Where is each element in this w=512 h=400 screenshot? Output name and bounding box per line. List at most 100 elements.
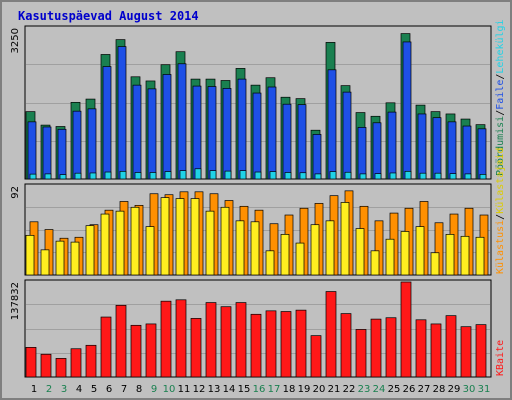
bar-sites	[160, 197, 170, 276]
x-tick-label: 24	[373, 384, 386, 395]
bar-pages	[89, 172, 97, 180]
x-tick-label: 22	[343, 384, 356, 395]
bar-sites	[145, 226, 155, 276]
bar-kbytes	[340, 313, 352, 378]
bar-kbytes	[25, 347, 37, 378]
bar-sites	[175, 198, 185, 276]
x-tick-label: 2	[46, 384, 52, 395]
bar-sites	[415, 226, 425, 276]
x-tick-label: 5	[91, 384, 97, 395]
x-tick-label: 19	[298, 384, 311, 395]
bar-files	[147, 88, 157, 180]
bar-kbytes	[190, 318, 202, 378]
x-tick-label: 7	[121, 384, 127, 395]
bar-files	[207, 86, 217, 180]
bar-files	[477, 128, 487, 180]
bar-files	[252, 92, 262, 180]
bar-sites	[250, 221, 260, 276]
bar-files	[462, 125, 472, 180]
bar-sites	[70, 241, 80, 276]
legend-entry: Külastajaid	[495, 148, 506, 214]
bar-pages	[209, 170, 217, 180]
legend-bottom-text: KBaite	[495, 340, 506, 376]
bar-sites	[460, 235, 470, 276]
bar-files	[417, 113, 427, 180]
x-tick-label: 10	[163, 384, 176, 395]
bar-sites	[85, 225, 95, 276]
bar-sites	[235, 220, 245, 276]
bar-kbytes	[445, 315, 457, 378]
bar-pages	[404, 170, 412, 180]
bar-sites	[475, 236, 485, 276]
bar-sites	[205, 210, 215, 276]
bar-files	[117, 46, 127, 180]
bar-files	[432, 117, 442, 180]
legend-entry: KBaite	[495, 340, 506, 376]
bar-sites	[115, 210, 125, 276]
bar-files	[72, 110, 82, 180]
x-tick-label: 1	[31, 384, 37, 395]
x-tick-label: 14	[223, 384, 236, 395]
bar-pages	[59, 174, 67, 180]
bar-sites	[190, 198, 200, 276]
bar-pages	[194, 168, 202, 180]
bar-pages	[419, 172, 427, 180]
bar-pages	[74, 172, 82, 180]
bar-files	[282, 103, 292, 180]
bar-files	[447, 121, 457, 180]
bar-files	[237, 78, 247, 180]
legend-entry: Külastusi	[495, 220, 506, 274]
bar-kbytes	[70, 348, 82, 378]
bar-kbytes	[355, 329, 367, 378]
legend-entry: Pöördumisi	[495, 116, 506, 176]
legend-separator: /	[495, 74, 506, 80]
bar-pages	[29, 173, 37, 180]
x-tick-label: 31	[478, 384, 491, 395]
chart-title: Kasutuspäevad August 2014	[18, 9, 199, 23]
bar-pages	[134, 172, 142, 180]
bar-sites	[385, 238, 395, 276]
bar-kbytes	[325, 291, 337, 378]
x-tick-label: 18	[283, 384, 296, 395]
bar-sites	[25, 234, 35, 276]
bar-files	[267, 86, 277, 180]
bar-pages	[104, 171, 112, 180]
bar-kbytes	[265, 310, 277, 378]
bar-sites	[265, 250, 275, 276]
bar-sites	[340, 202, 350, 276]
bar-sites	[100, 213, 110, 276]
legend-middle: Külastusi/Külastajaid	[495, 148, 506, 274]
bar-sites	[445, 234, 455, 276]
bar-sites	[400, 231, 410, 276]
legend-entry: Faile	[495, 80, 506, 110]
bar-pages	[464, 173, 472, 180]
x-tick-label: 21	[328, 384, 341, 395]
bar-kbytes	[220, 306, 232, 378]
bar-files	[177, 63, 187, 180]
x-tick-label: 25	[388, 384, 401, 395]
bar-kbytes	[160, 300, 172, 378]
bar-files	[42, 126, 52, 180]
y-max-label: 137832	[10, 282, 21, 320]
legend-entry: Lehekülgi	[495, 19, 506, 73]
x-tick-label: 28	[433, 384, 446, 395]
y-max-label: 3250	[10, 28, 21, 53]
bar-kbytes	[385, 317, 397, 378]
bar-pages	[254, 171, 262, 180]
bar-pages	[314, 173, 322, 180]
x-tick-label: 4	[76, 384, 82, 395]
bar-kbytes	[460, 326, 472, 378]
bar-sites	[355, 228, 365, 276]
bar-pages	[164, 171, 172, 180]
bar-kbytes	[400, 281, 412, 378]
x-tick-label: 26	[403, 384, 416, 395]
bar-pages	[284, 172, 292, 180]
bar-sites	[40, 249, 50, 276]
bar-files	[132, 84, 142, 180]
x-tick-label: 6	[106, 384, 112, 395]
bar-files	[57, 128, 67, 180]
bar-files	[87, 108, 97, 180]
bar-files	[222, 88, 232, 180]
bar-sites	[55, 240, 65, 276]
